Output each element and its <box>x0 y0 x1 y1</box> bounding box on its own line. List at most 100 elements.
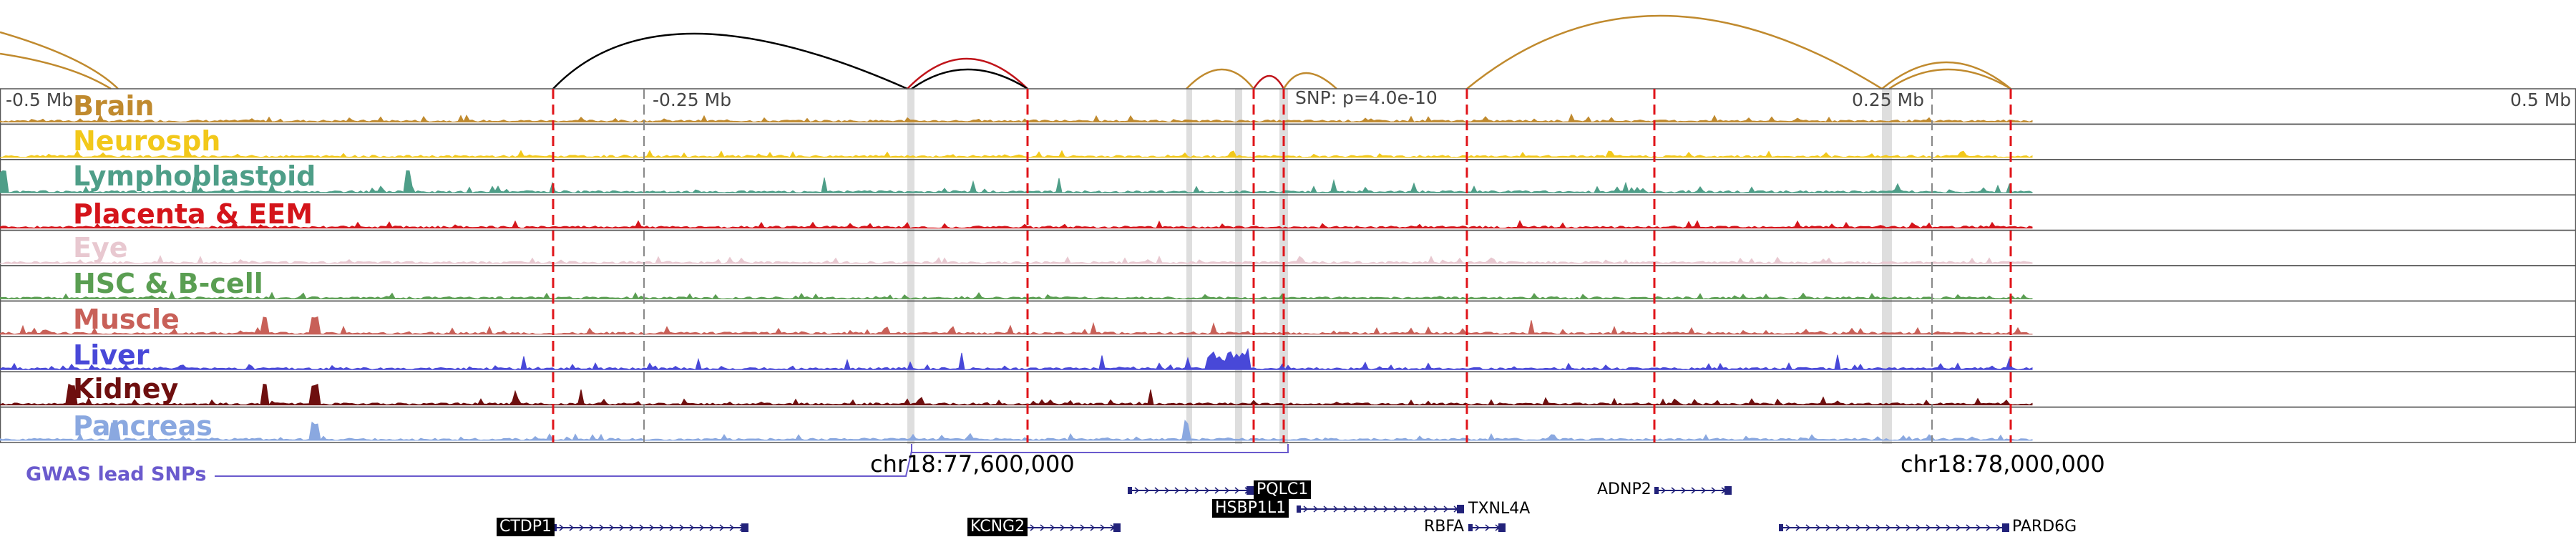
gene-track-pqlc1-exon-start <box>1128 487 1132 494</box>
gene-track-rbfa-arrow <box>1475 524 1480 531</box>
gene-track-pard6g-arrow <box>1986 524 1991 531</box>
gene-label-pard6g[interactable]: PARD6G <box>2012 518 2077 536</box>
gene-track-pard6g-arrow <box>1845 524 1851 531</box>
gene-track-pard6g-arrow <box>1805 524 1811 531</box>
track-frame-0 <box>0 88 2576 125</box>
gene-track-txnl4a-arrow <box>1353 505 1359 513</box>
gene-track-txnl4a-arrow <box>1433 505 1439 513</box>
signal-4 <box>0 255 2033 265</box>
gene-track-ctdp1-arrow <box>599 524 605 531</box>
track-frame-8 <box>0 371 2576 408</box>
gene-track-pard6g-arrow <box>1926 524 1931 531</box>
gene-track-ctdp1-arrow <box>579 524 585 531</box>
signal-7 <box>0 347 2033 370</box>
track-frame-5 <box>0 265 2576 302</box>
gene-label-adnp2[interactable]: ADNP2 <box>1597 480 1652 498</box>
gene-track-pqlc1-arrow <box>1214 487 1220 494</box>
gene-track-kcng2-arrow <box>1050 524 1055 531</box>
gene-track-pard6g-exon <box>2002 523 2009 532</box>
gene-track-pqlc1-arrow <box>1204 487 1210 494</box>
gene-track-ctdp1-arrow <box>729 524 735 531</box>
arc-gold-mid <box>1186 68 1254 90</box>
highlight-band-0 <box>907 89 914 444</box>
gene-label-rbfa[interactable]: RBFA <box>1424 518 1465 536</box>
signal-2 <box>0 170 2033 193</box>
gene-track-kcng2-arrow <box>1070 524 1075 531</box>
signal-1 <box>0 150 2033 158</box>
gene-track-pard6g-arrow <box>1885 524 1891 531</box>
track-label-eye: Eye <box>73 232 128 263</box>
arc-gold-big <box>1466 14 1883 90</box>
gene-label-ctdp1[interactable]: CTDP1 <box>497 518 555 536</box>
gene-track-kcng2-arrow <box>1040 524 1045 531</box>
track-frame-2 <box>0 159 2576 195</box>
axis-label-minus-quarter-mb: -0.25 Mb <box>653 90 732 110</box>
gene-track-pqlc1-arrow <box>1134 487 1140 494</box>
gene-track-txnl4a-exon-start <box>1297 505 1301 513</box>
highlight-band-2 <box>1235 89 1242 444</box>
track-label-pancreas: Pancreas <box>73 410 213 442</box>
gene-track-ctdp1-arrow <box>679 524 685 531</box>
gene-track-ctdp1-arrow <box>619 524 625 531</box>
gwas-snp-bracket <box>911 444 1289 453</box>
highlight-band-4 <box>1882 89 1892 444</box>
gene-track-pqlc1-arrow <box>1234 487 1240 494</box>
gene-track-txnl4a-arrow <box>1393 505 1399 513</box>
gene-track-pqlc1-arrow <box>1154 487 1160 494</box>
gene-track-ctdp1-arrow <box>719 524 725 531</box>
gene-track-pard6g-arrow <box>1835 524 1841 531</box>
gene-track-txnl4a-arrow <box>1303 505 1309 513</box>
signal-3 <box>0 220 2033 229</box>
gene-track-ctdp1-arrow <box>569 524 575 531</box>
track-frame-1 <box>0 123 2576 160</box>
gene-track-txnl4a-arrow <box>1403 505 1409 513</box>
gene-track-adnp2-arrow <box>1681 487 1687 494</box>
gene-track-txnl4a-arrow <box>1373 505 1379 513</box>
gene-label-pqlc1[interactable]: PQLC1 <box>1254 480 1312 499</box>
gene-track-pqlc1-exon <box>1246 486 1254 495</box>
axis-label-plus-half-mb: 0.5 Mb <box>2510 90 2572 110</box>
gene-track-rbfa-arrow <box>1485 524 1491 531</box>
arc-red-main <box>907 57 1028 90</box>
gene-track-pqlc1-arrow <box>1224 487 1230 494</box>
signal-8 <box>0 383 2033 406</box>
gene-track-pqlc1-arrow <box>1144 487 1150 494</box>
gene-track-ctdp1-exon <box>741 523 748 532</box>
gene-track-pard6g-arrow <box>1976 524 1981 531</box>
gene-track-kcng2-arrow <box>1090 524 1096 531</box>
gene-track-rbfa-exon-start <box>1468 524 1473 531</box>
track-frame-4 <box>0 229 2576 266</box>
arc-gold-left <box>0 52 112 90</box>
axis-label-minus-half-mb: -0.5 Mb <box>6 90 74 110</box>
gene-track-kcng2-arrow <box>1030 524 1035 531</box>
gene-track-adnp2-exon <box>1724 486 1732 495</box>
gene-track-pqlc1-arrow <box>1184 487 1190 494</box>
track-label-brain: Brain <box>73 90 155 122</box>
track-frame-9 <box>0 406 2576 443</box>
gene-label-txnl4a[interactable]: TXNL4A <box>1468 500 1531 518</box>
gene-track-pard6g-arrow <box>1875 524 1881 531</box>
gene-track-adnp2-arrow <box>1711 487 1717 494</box>
arc-gold-right <box>1881 61 2011 90</box>
gene-track-ctdp1-arrow <box>639 524 645 531</box>
gwas-lead-snps-label: GWAS lead SNPs <box>26 463 207 485</box>
gene-label-kcng2[interactable]: KCNG2 <box>967 518 1028 536</box>
gene-track-ctdp1-arrow <box>659 524 665 531</box>
gene-label-hsbp1l1[interactable]: HSBP1L1 <box>1212 499 1289 518</box>
gene-track-txnl4a-arrow <box>1333 505 1339 513</box>
gene-track-rbfa-exon <box>1498 523 1506 532</box>
gene-track-adnp2-exon-start <box>1654 487 1659 494</box>
gene-track-txnl4a-arrow <box>1443 505 1449 513</box>
gene-track-txnl4a-arrow <box>1323 505 1329 513</box>
gene-track-adnp2-arrow <box>1661 487 1667 494</box>
gene-track-pard6g-arrow <box>1785 524 1791 531</box>
gene-track-adnp2-arrow <box>1701 487 1707 494</box>
gene-track-kcng2-arrow <box>1060 524 1065 531</box>
arc-black-small <box>911 68 1028 90</box>
arc-black-main <box>552 32 908 90</box>
track-frame-3 <box>0 194 2576 231</box>
gene-track-pard6g-arrow <box>1865 524 1871 531</box>
